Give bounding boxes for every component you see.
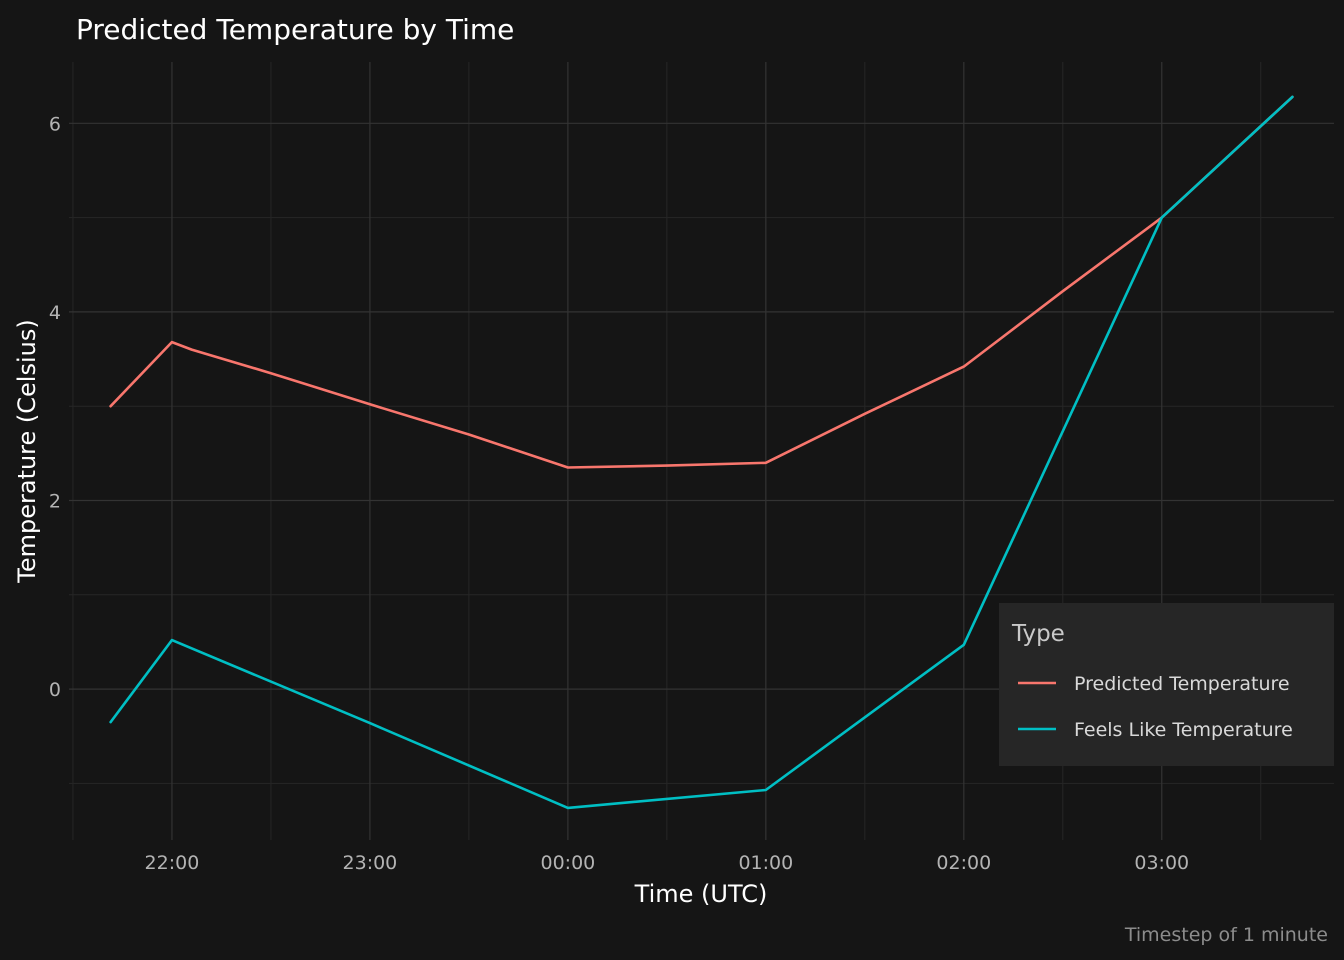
- legend-label-predicted-temperature: Predicted Temperature: [1074, 673, 1290, 695]
- x-tick-label: 01:00: [738, 852, 793, 874]
- series-line-predicted-temperature: [109, 95, 1294, 469]
- x-tick-label: 02:00: [936, 852, 991, 874]
- x-tick-label: 00:00: [540, 852, 595, 874]
- legend: Type Predicted Temperature Feels Like Te…: [999, 603, 1334, 766]
- y-axis-ticks: 0 2 4 6: [49, 113, 61, 701]
- x-tick-label: 22:00: [145, 852, 200, 874]
- y-tick-label: 2: [49, 491, 61, 513]
- y-tick-label: 0: [49, 679, 61, 701]
- series-line-feels-like-temperature: [109, 95, 1294, 810]
- x-tick-label: 03:00: [1134, 852, 1189, 874]
- grid-layer: [69, 62, 1334, 840]
- legend-title: Type: [1011, 621, 1065, 647]
- y-axis-title: Temperature (Celsius): [13, 319, 41, 583]
- y-tick-label: 4: [49, 302, 61, 324]
- y-tick-label: 6: [49, 113, 61, 135]
- legend-label-feels-like-temperature: Feels Like Temperature: [1074, 719, 1293, 741]
- chart-title: Predicted Temperature by Time: [76, 13, 514, 46]
- x-axis-title: Time (UTC): [634, 880, 768, 908]
- legend-box: [999, 603, 1334, 766]
- x-tick-label: 23:00: [343, 852, 398, 874]
- series-layer: [109, 95, 1294, 810]
- x-axis-ticks: 22:00 23:00 00:00 01:00 02:00 03:00: [145, 852, 1190, 874]
- caption: Timestep of 1 minute: [1124, 924, 1328, 946]
